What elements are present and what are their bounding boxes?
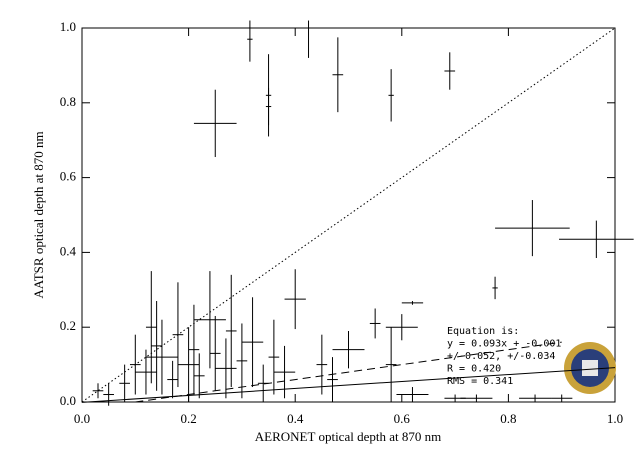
reference-line <box>135 341 562 403</box>
y-tick-label: 1.0 <box>60 19 76 34</box>
annotation: RMS = 0.341 <box>447 376 513 387</box>
y-tick-label: 0.0 <box>60 393 76 408</box>
logo <box>564 342 616 394</box>
y-tick-label: 0.2 <box>60 318 76 333</box>
y-axis-title: AATSR optical depth at 870 nm <box>31 131 46 298</box>
annotation: Equation is: <box>447 326 519 337</box>
x-tick-label: 0.2 <box>180 411 196 426</box>
reference-line <box>81 367 616 403</box>
x-tick-label: 0.8 <box>500 411 516 426</box>
annotation: y = 0.093x + -0.001 <box>447 339 561 350</box>
reference-line <box>81 27 616 403</box>
x-axis-title: AERONET optical depth at 870 nm <box>255 429 441 444</box>
y-tick-label: 0.8 <box>60 94 76 109</box>
x-tick-label: 0.6 <box>394 411 411 426</box>
annotation: +/-0.052, +/-0.034 <box>447 351 555 362</box>
y-tick-label: 0.6 <box>60 169 77 184</box>
y-tick-label: 0.4 <box>60 243 77 258</box>
plot-frame <box>81 27 616 403</box>
annotation: R = 0.420 <box>447 364 501 375</box>
x-tick-label: 1.0 <box>607 411 623 426</box>
x-tick-label: 0.0 <box>74 411 90 426</box>
x-tick-label: 0.4 <box>287 411 304 426</box>
